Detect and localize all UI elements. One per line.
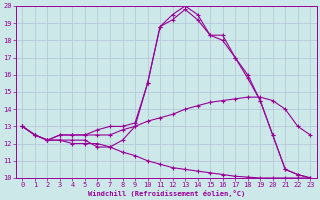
X-axis label: Windchill (Refroidissement éolien,°C): Windchill (Refroidissement éolien,°C) <box>88 190 245 197</box>
